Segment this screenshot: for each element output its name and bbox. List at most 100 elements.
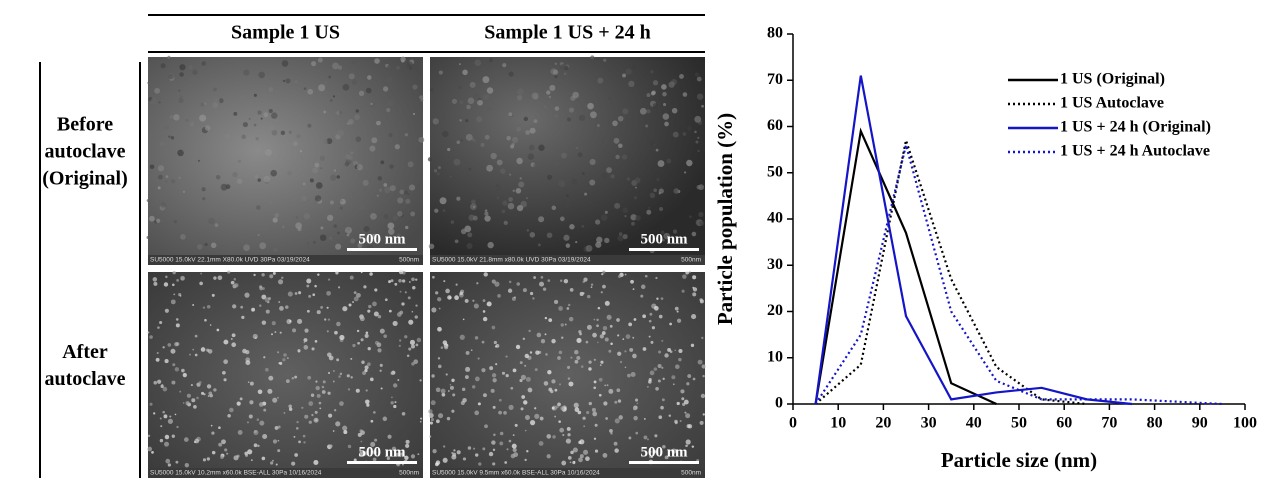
scale-bar xyxy=(629,248,699,251)
sem-texture xyxy=(590,111,597,119)
sem-texture xyxy=(445,343,448,346)
sem-texture xyxy=(536,332,542,338)
sem-texture xyxy=(608,97,612,100)
sem-texture xyxy=(232,304,237,309)
sem-texture xyxy=(394,144,400,150)
sem-texture xyxy=(612,120,618,127)
sem-texture xyxy=(504,461,508,464)
sem-texture xyxy=(575,241,578,244)
sem-texture xyxy=(411,310,414,313)
sem-texture xyxy=(622,108,629,115)
sem-texture xyxy=(509,173,512,176)
sem-texture xyxy=(371,137,378,144)
sem-texture xyxy=(465,366,471,372)
sem-texture xyxy=(212,102,219,108)
sem-texture xyxy=(409,339,416,345)
sem-texture xyxy=(628,436,632,440)
sem-texture xyxy=(164,434,170,440)
sem-texture xyxy=(253,273,256,277)
sem-texture xyxy=(178,176,181,180)
sem-texture xyxy=(296,134,301,139)
sem-texture xyxy=(554,106,560,111)
sem-texture xyxy=(591,407,596,412)
sem-texture xyxy=(298,291,302,295)
sem-texture xyxy=(311,413,314,417)
sem-texture xyxy=(657,363,662,369)
sem-texture xyxy=(250,459,253,462)
sem-texture xyxy=(517,94,523,101)
sem-texture xyxy=(565,243,571,248)
sem-panel: Sample 1 US Sample 1 US + 24 h Before autoc… xyxy=(39,14,706,478)
sem-texture xyxy=(159,320,163,325)
sem-texture xyxy=(384,298,388,302)
sem-texture xyxy=(695,140,699,144)
y-tick-label: 30 xyxy=(767,256,783,273)
sem-texture xyxy=(577,152,583,158)
sem-texture xyxy=(147,446,153,452)
sem-texture xyxy=(593,380,597,384)
sem-texture xyxy=(592,411,598,417)
sem-texture xyxy=(398,344,401,348)
column-header: Sample 1 US + 24 h xyxy=(484,22,650,44)
sem-texture xyxy=(303,87,307,90)
sem-texture xyxy=(578,330,582,334)
sem-texture xyxy=(258,402,264,407)
sem-texture xyxy=(234,283,239,288)
sem-texture xyxy=(158,101,161,104)
sem-texture xyxy=(159,417,162,420)
sem-texture xyxy=(454,295,459,301)
sem-texture xyxy=(254,174,259,179)
sem-texture xyxy=(165,458,171,464)
sem-texture xyxy=(508,71,514,77)
sem-texture xyxy=(293,435,296,438)
sem-texture xyxy=(515,187,522,194)
sem-texture xyxy=(606,314,612,320)
sem-texture xyxy=(394,282,398,286)
sem-texture xyxy=(355,388,360,393)
sem-texture xyxy=(566,307,570,310)
sem-texture xyxy=(554,62,558,65)
sem-texture xyxy=(379,363,383,367)
sem-texture xyxy=(520,407,524,411)
sem-texture xyxy=(525,130,530,135)
sem-texture xyxy=(397,211,403,217)
sem-texture xyxy=(492,405,496,409)
sem-texture xyxy=(689,215,692,219)
sem-texture xyxy=(211,431,215,435)
sem-texture xyxy=(175,342,180,346)
sem-texture xyxy=(674,306,679,311)
sem-texture xyxy=(229,407,234,413)
caption-strip xyxy=(148,468,423,478)
x-axis-label: Particle size (nm) xyxy=(941,448,1097,472)
sem-texture xyxy=(268,375,274,381)
sem-texture xyxy=(189,122,194,127)
sem-texture xyxy=(604,210,608,214)
scale-bar-label: 500 nm xyxy=(640,444,688,460)
sem-texture xyxy=(442,209,446,213)
sem-texture xyxy=(363,451,368,456)
sem-texture xyxy=(218,426,221,430)
sem-texture xyxy=(664,121,669,127)
sem-texture xyxy=(157,186,161,190)
sem-texture xyxy=(482,93,489,101)
sem-texture xyxy=(211,293,215,297)
sem-texture xyxy=(681,289,685,293)
sem-texture xyxy=(246,293,248,296)
sem-texture xyxy=(303,341,306,344)
sem-texture xyxy=(182,190,186,193)
sem-texture xyxy=(544,316,548,320)
sem-texture xyxy=(529,351,533,354)
sem-texture xyxy=(387,228,395,235)
sem-texture xyxy=(319,407,322,410)
sem-texture xyxy=(303,212,310,220)
row-label: Before xyxy=(57,114,113,136)
sem-texture xyxy=(161,383,164,386)
sem-texture xyxy=(464,298,469,303)
sem-texture xyxy=(473,205,476,209)
sem-texture xyxy=(350,151,354,155)
sem-texture xyxy=(225,184,231,190)
sem-texture xyxy=(576,337,582,344)
sem-texture xyxy=(459,291,463,296)
sem-texture xyxy=(585,456,590,462)
sem-texture xyxy=(505,355,508,358)
